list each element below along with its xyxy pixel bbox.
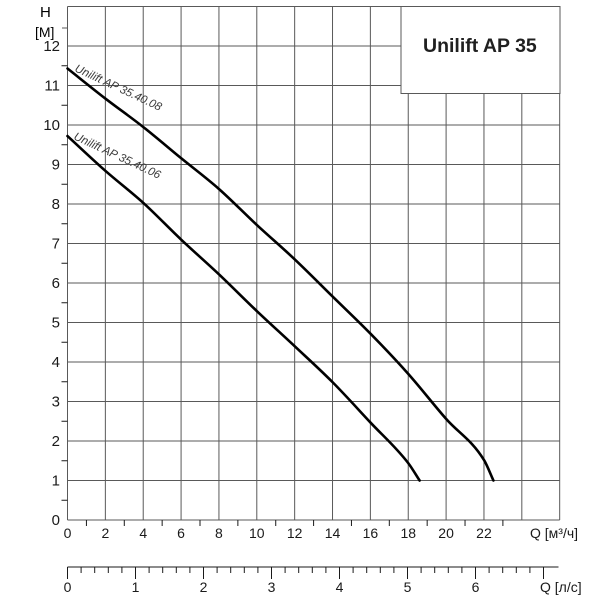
svg-text:12: 12 xyxy=(43,38,60,55)
svg-text:1: 1 xyxy=(132,579,140,595)
svg-text:6: 6 xyxy=(52,275,60,292)
svg-text:18: 18 xyxy=(400,525,416,541)
svg-text:12: 12 xyxy=(287,525,303,541)
svg-text:1: 1 xyxy=(52,473,60,490)
svg-text:5: 5 xyxy=(404,579,412,595)
svg-text:5: 5 xyxy=(52,315,60,332)
svg-text:4: 4 xyxy=(52,354,60,371)
svg-text:8: 8 xyxy=(215,525,223,541)
svg-text:16: 16 xyxy=(363,525,379,541)
svg-text:6: 6 xyxy=(472,579,480,595)
svg-text:H: H xyxy=(40,4,51,21)
svg-text:2: 2 xyxy=(200,579,208,595)
svg-text:22: 22 xyxy=(476,525,492,541)
svg-text:0: 0 xyxy=(64,525,72,541)
svg-text:3: 3 xyxy=(52,394,60,411)
svg-text:4: 4 xyxy=(336,579,344,595)
svg-text:0: 0 xyxy=(52,512,60,529)
svg-text:6: 6 xyxy=(177,525,185,541)
svg-text:0: 0 xyxy=(64,579,72,595)
svg-text:20: 20 xyxy=(438,525,454,541)
svg-text:Q [л/с]: Q [л/с] xyxy=(540,579,582,595)
svg-text:2: 2 xyxy=(101,525,109,541)
svg-text:2: 2 xyxy=(52,433,60,450)
svg-text:9: 9 xyxy=(52,157,60,174)
svg-text:[M]: [M] xyxy=(35,24,54,40)
svg-text:Unilift AP 35: Unilift AP 35 xyxy=(423,35,537,57)
svg-text:10: 10 xyxy=(43,117,60,134)
svg-text:11: 11 xyxy=(44,78,60,95)
svg-text:4: 4 xyxy=(139,525,147,541)
svg-text:14: 14 xyxy=(325,525,341,541)
svg-text:3: 3 xyxy=(268,579,276,595)
svg-text:8: 8 xyxy=(52,196,60,213)
svg-text:7: 7 xyxy=(52,236,60,253)
svg-text:10: 10 xyxy=(249,525,265,541)
svg-text:Q [м³/ч]: Q [м³/ч] xyxy=(530,525,578,541)
